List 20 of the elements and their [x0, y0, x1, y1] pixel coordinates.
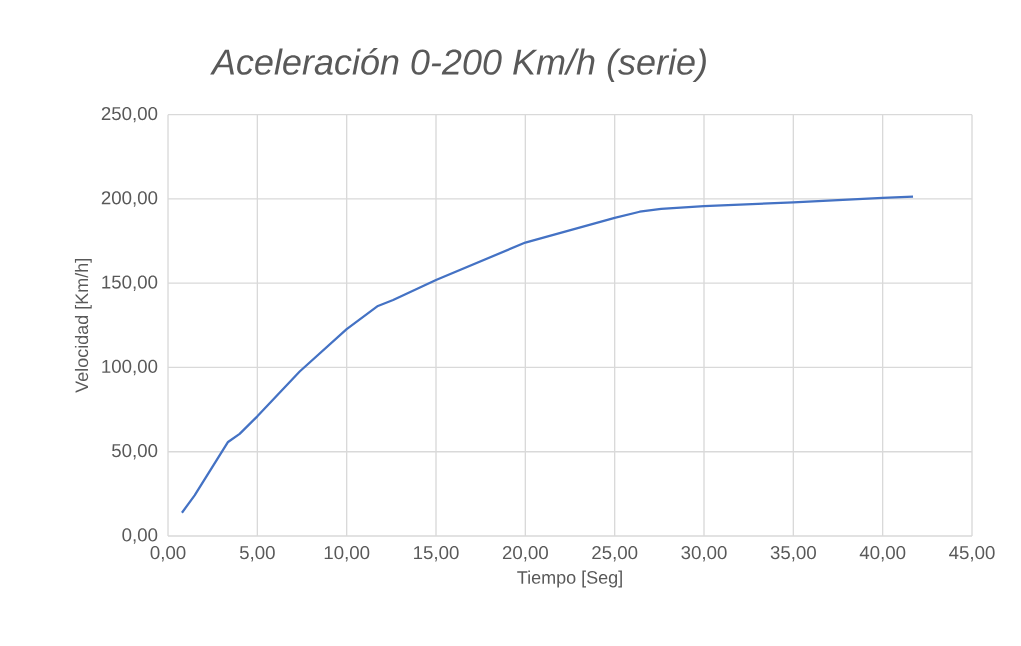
x-tick-label: 25,00: [592, 546, 638, 562]
y-tick-label: 250,00: [101, 106, 158, 123]
y-tick-label: 0,00: [122, 528, 158, 544]
chart-title: Aceleración 0-200 Km/h (serie): [210, 48, 706, 82]
x-tick-label: 15,00: [414, 546, 459, 562]
y-tick-label: 150,00: [102, 275, 158, 291]
x-tick-label: 30,00: [681, 546, 727, 562]
x-tick-label: 20,00: [502, 546, 548, 562]
x-tick-label: 10,00: [324, 546, 370, 562]
y-tick-label: 200,00: [101, 191, 158, 207]
y-tick-label: 100,00: [102, 359, 158, 376]
x-axis-title: Tiempo [Seg]: [517, 570, 622, 588]
y-axis-title: Velocidad [Km/h]: [74, 259, 92, 393]
x-tick-label: 45,00: [949, 546, 995, 562]
y-tick-label: 50,00: [112, 443, 158, 460]
line-series: [180, 195, 915, 514]
x-tick-label: 0,00: [150, 546, 186, 562]
x-tick-label: 40,00: [859, 546, 906, 562]
x-tick-label: 35,00: [770, 546, 816, 562]
x-tick-label: 5,00: [239, 546, 275, 562]
